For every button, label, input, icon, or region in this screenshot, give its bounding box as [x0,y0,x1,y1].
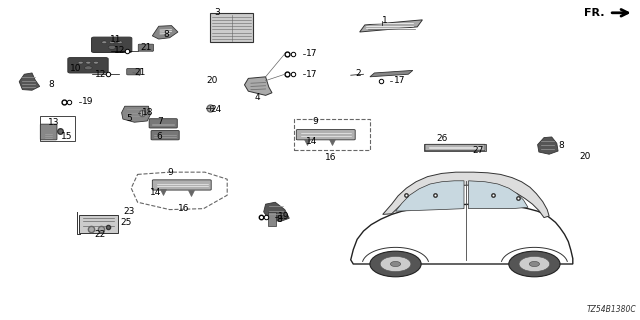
Text: TZ54B1380C: TZ54B1380C [587,305,637,314]
Text: 8: 8 [48,80,54,89]
Text: 12: 12 [95,70,106,79]
Text: 21: 21 [141,43,152,52]
Polygon shape [396,181,464,211]
Circle shape [370,251,421,277]
Text: 20: 20 [206,76,218,84]
Polygon shape [19,73,40,90]
FancyBboxPatch shape [296,130,355,140]
Text: 4: 4 [255,93,260,102]
Circle shape [117,41,122,44]
Polygon shape [538,137,558,154]
Text: 18: 18 [142,108,154,117]
Polygon shape [360,20,422,32]
FancyBboxPatch shape [40,124,57,140]
Text: 14: 14 [306,137,317,146]
Text: FR.: FR. [584,8,605,18]
Polygon shape [468,181,528,209]
Text: 17: 17 [394,76,405,85]
FancyBboxPatch shape [152,180,211,190]
Circle shape [108,45,116,49]
Text: 16: 16 [178,204,189,213]
Text: 19: 19 [278,212,290,221]
Text: 17: 17 [306,70,317,79]
FancyBboxPatch shape [151,131,179,140]
Text: 16: 16 [325,153,337,162]
Polygon shape [351,204,573,264]
Text: 6: 6 [157,132,163,141]
Text: 9: 9 [312,117,318,126]
Text: 25: 25 [120,218,132,227]
Text: 13: 13 [48,118,60,127]
Bar [424,144,486,151]
FancyBboxPatch shape [138,44,154,51]
Polygon shape [152,26,178,39]
Text: 15: 15 [61,132,72,140]
Circle shape [86,61,91,64]
Circle shape [519,256,550,272]
FancyBboxPatch shape [92,37,132,52]
Circle shape [93,61,99,64]
Text: 17: 17 [306,49,317,58]
Polygon shape [383,172,549,218]
Bar [40,116,75,141]
FancyBboxPatch shape [268,212,276,226]
Polygon shape [122,106,150,122]
Circle shape [380,256,411,272]
Text: 7: 7 [157,117,163,126]
Text: 22: 22 [95,230,106,239]
Text: 21: 21 [134,68,146,76]
Text: 8: 8 [163,30,169,39]
Circle shape [529,261,540,267]
Text: 20: 20 [579,152,591,161]
Circle shape [390,261,401,267]
FancyBboxPatch shape [149,119,177,128]
Circle shape [84,66,92,70]
Text: 12: 12 [114,46,125,55]
FancyBboxPatch shape [425,144,485,151]
Text: 10: 10 [70,64,82,73]
Polygon shape [244,77,272,95]
Bar [294,119,370,150]
Text: 2: 2 [355,69,361,78]
Text: 11: 11 [110,35,122,44]
Bar [210,13,253,42]
Text: 19: 19 [82,97,93,106]
Text: 23: 23 [123,207,134,216]
Text: 14: 14 [150,188,162,197]
FancyBboxPatch shape [79,215,118,233]
Circle shape [78,61,83,64]
Text: 5: 5 [127,114,132,123]
Circle shape [509,251,560,277]
Text: 26: 26 [436,134,448,143]
Text: 27: 27 [472,146,484,155]
Text: 3: 3 [214,8,220,17]
Polygon shape [370,70,413,77]
Circle shape [109,41,115,44]
Text: 1: 1 [382,16,388,25]
Text: 8: 8 [276,215,282,224]
Text: 8: 8 [558,141,564,150]
FancyBboxPatch shape [68,58,108,73]
Text: 9: 9 [167,168,173,177]
Polygon shape [264,202,289,221]
Circle shape [102,41,107,44]
FancyBboxPatch shape [127,68,141,75]
Text: 24: 24 [210,105,221,114]
